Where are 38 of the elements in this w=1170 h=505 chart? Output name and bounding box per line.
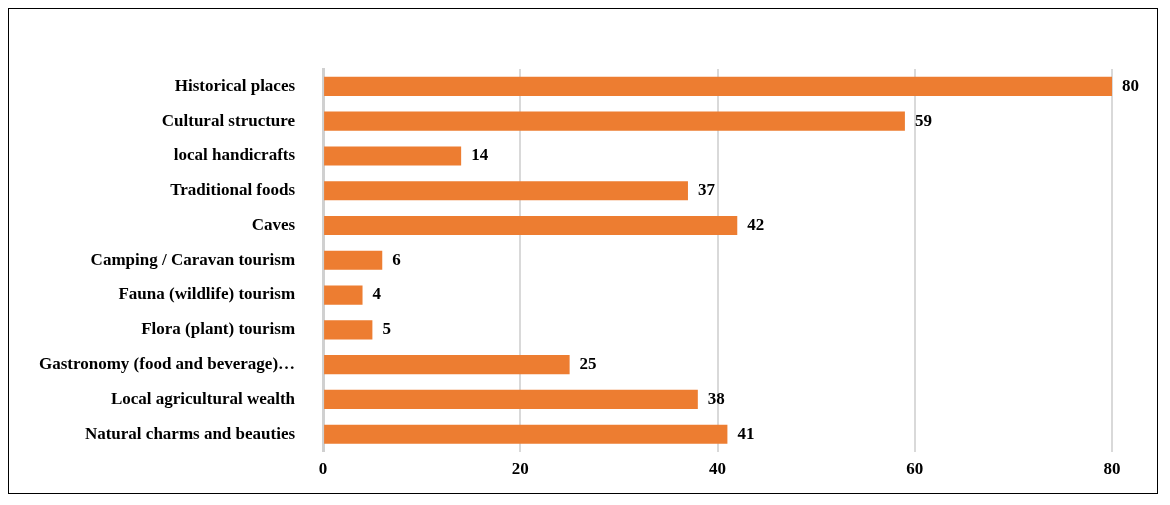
bar [324, 181, 688, 201]
y-tick-label: Caves [251, 214, 296, 234]
data-label: 6 [392, 249, 401, 269]
x-tick-label: 80 [1103, 459, 1121, 479]
y-tick-label: Camping / Caravan tourism [90, 249, 296, 269]
bar [324, 215, 738, 236]
bar [324, 424, 728, 444]
x-tick-label: 0 [318, 459, 328, 479]
data-label: 80 [1122, 75, 1139, 95]
y-tick-label: Local agricultural wealth [110, 388, 296, 408]
y-tick-label: Natural charms and beauties [84, 423, 296, 443]
data-label: 38 [707, 388, 725, 408]
y-tick-label: Fauna (wildlife) tourism [118, 284, 296, 304]
bar [324, 76, 1112, 96]
bar [324, 111, 905, 131]
data-label: 37 [697, 180, 716, 200]
bar [324, 250, 383, 270]
data-label: 14 [471, 145, 489, 165]
data-label: 4 [372, 284, 382, 304]
data-label: 5 [382, 319, 391, 339]
x-tick-label: 20 [511, 459, 529, 479]
bar [324, 355, 570, 375]
x-tick-label: 60 [906, 459, 924, 479]
bar [324, 320, 373, 340]
data-label: 25 [579, 354, 597, 374]
y-tick-label: Gastronomy (food and beverage)… [38, 354, 296, 374]
data-label: 42 [747, 214, 765, 234]
bar [324, 285, 363, 305]
y-tick-label: Historical places [174, 75, 296, 95]
y-tick-label: local handicrafts [173, 145, 296, 165]
y-tick-label: Flora (plant) tourism [141, 319, 296, 339]
data-label: 59 [914, 110, 932, 130]
y-tick-label: Cultural structure [161, 110, 296, 130]
data-label: 41 [737, 423, 755, 443]
bar [324, 389, 698, 409]
bar [324, 146, 462, 166]
x-tick-label: 40 [709, 459, 727, 479]
y-tick-label: Traditional foods [170, 180, 296, 200]
